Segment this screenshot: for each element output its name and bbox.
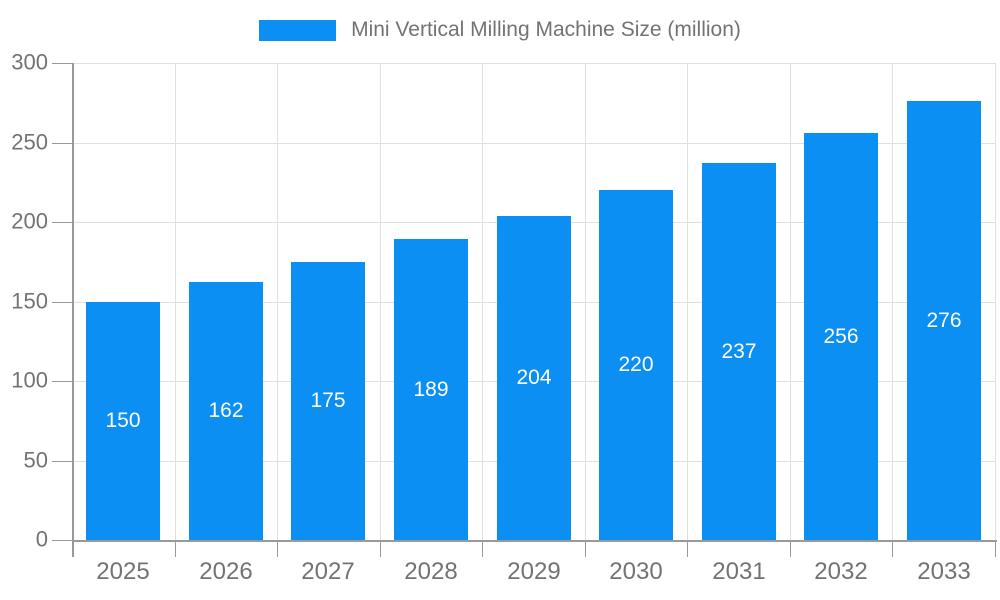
bar: 150 bbox=[86, 302, 160, 540]
bar: 189 bbox=[394, 239, 468, 540]
gridline-vertical bbox=[482, 63, 483, 540]
bar-value-label: 220 bbox=[618, 353, 654, 376]
x-axis-tick-label: 2032 bbox=[814, 558, 868, 585]
chart-legend: Mini Vertical Milling Machine Size (mill… bbox=[0, 18, 1000, 42]
gridline-horizontal bbox=[72, 143, 995, 144]
legend-label: Mini Vertical Milling Machine Size (mill… bbox=[351, 18, 741, 41]
x-axis-tick-label: 2027 bbox=[301, 558, 355, 585]
gridline-vertical bbox=[790, 63, 791, 540]
y-axis-tick-label: 200 bbox=[11, 208, 48, 234]
bar-value-label: 175 bbox=[310, 389, 346, 412]
y-axis-tick-label: 300 bbox=[11, 49, 48, 75]
x-axis-tick-label: 2028 bbox=[404, 558, 458, 585]
y-axis-tick bbox=[52, 302, 72, 303]
gridline-vertical bbox=[277, 63, 278, 540]
x-axis-tick-label: 2030 bbox=[609, 558, 663, 585]
bar: 276 bbox=[907, 101, 981, 540]
legend-swatch bbox=[259, 19, 337, 41]
y-axis-tick-label: 50 bbox=[23, 447, 48, 473]
x-axis-tick-label: 2031 bbox=[712, 558, 766, 585]
bar-value-label: 276 bbox=[926, 308, 962, 332]
y-axis-tick-label: 250 bbox=[11, 129, 48, 155]
gridline-horizontal bbox=[72, 63, 995, 64]
x-axis-tick bbox=[687, 542, 688, 557]
bar: 256 bbox=[804, 133, 878, 540]
y-axis-tick bbox=[52, 540, 72, 541]
x-axis-tick-label: 2033 bbox=[917, 558, 971, 585]
x-axis-line bbox=[72, 540, 997, 542]
bar: 220 bbox=[599, 190, 673, 540]
x-axis-tick-label: 2026 bbox=[199, 558, 253, 585]
bar: 162 bbox=[189, 282, 263, 540]
x-axis-tick bbox=[380, 542, 381, 557]
x-axis-tick bbox=[482, 542, 483, 557]
bar: 175 bbox=[291, 262, 365, 540]
gridline-vertical bbox=[687, 63, 688, 540]
x-axis-tick-label: 2025 bbox=[96, 558, 150, 585]
y-axis-tick bbox=[52, 222, 72, 223]
gridline-vertical bbox=[175, 63, 176, 540]
y-axis-tick-label: 100 bbox=[11, 367, 48, 393]
y-axis-tick-label: 0 bbox=[35, 526, 48, 552]
bar-value-label: 256 bbox=[823, 324, 859, 348]
x-axis-tick-label: 2029 bbox=[507, 558, 561, 585]
gridline-vertical bbox=[380, 63, 381, 540]
x-axis-tick bbox=[585, 542, 586, 557]
y-axis-tick bbox=[52, 461, 72, 462]
bar: 237 bbox=[702, 163, 776, 540]
gridline-vertical bbox=[585, 63, 586, 540]
bar-value-label: 189 bbox=[413, 377, 449, 401]
gridline-vertical bbox=[892, 63, 893, 540]
x-axis-tick bbox=[277, 542, 278, 557]
x-axis-tick bbox=[790, 542, 791, 557]
bar: 204 bbox=[497, 216, 571, 540]
x-axis-tick bbox=[892, 542, 893, 557]
bar-value-label: 150 bbox=[105, 409, 141, 432]
y-axis-tick bbox=[52, 143, 72, 144]
bar-value-label: 204 bbox=[516, 366, 552, 389]
bar-value-label: 237 bbox=[721, 339, 757, 363]
y-axis-line bbox=[72, 63, 74, 557]
y-axis-tick bbox=[52, 381, 72, 382]
y-axis-tick-label: 150 bbox=[11, 288, 48, 314]
x-axis-tick bbox=[175, 542, 176, 557]
gridline-vertical bbox=[995, 63, 996, 540]
bar-value-label: 162 bbox=[208, 399, 244, 422]
x-axis-tick bbox=[72, 542, 73, 557]
x-axis-tick bbox=[995, 542, 996, 557]
y-axis-tick bbox=[52, 63, 72, 64]
